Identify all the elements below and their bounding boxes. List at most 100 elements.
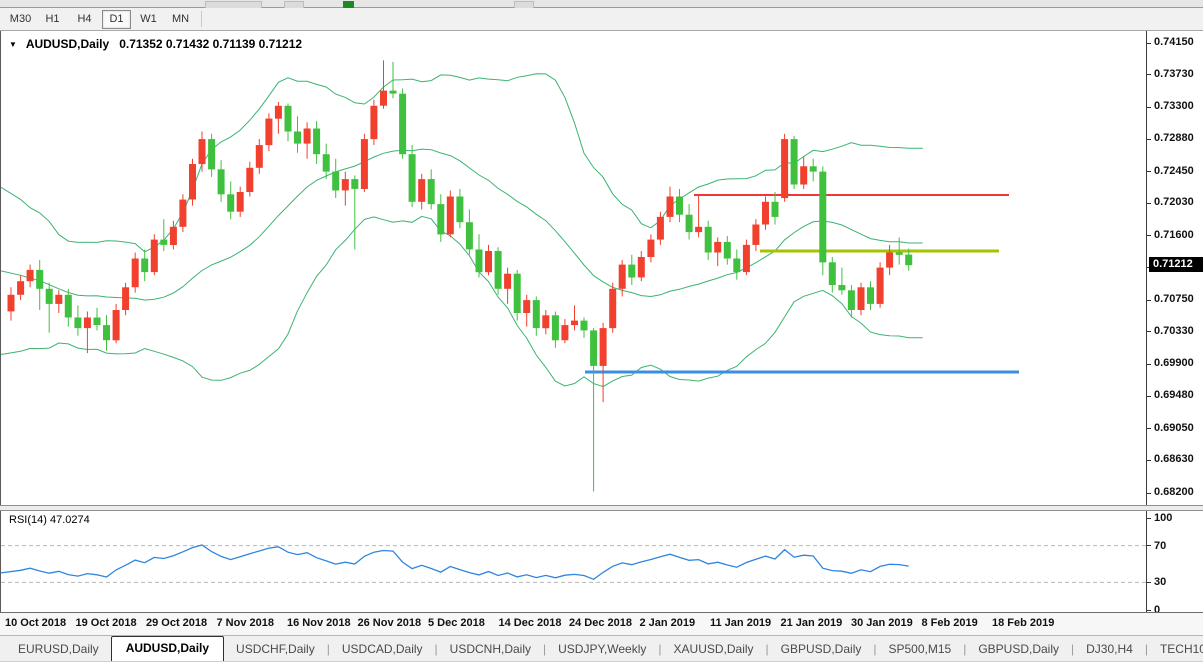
clipped-green-button xyxy=(343,1,354,8)
rsi-indicator-label: RSI(14) 47.0274 xyxy=(9,514,90,526)
date-axis-label: 24 Dec 2018 xyxy=(569,617,632,629)
date-axis[interactable]: 10 Oct 2018 19 Oct 2018 29 Oct 2018 7 Nov 2… xyxy=(0,612,1203,636)
chart-tab-usdchf-daily[interactable]: USDCHF,Daily xyxy=(236,642,315,656)
clipped-button xyxy=(284,1,304,8)
candle-body xyxy=(179,199,187,227)
candle-body xyxy=(905,254,913,266)
candle-body xyxy=(714,241,722,253)
candle-body xyxy=(93,317,101,326)
price-axis-tick xyxy=(1147,299,1151,301)
candle-body xyxy=(236,192,244,212)
timeframe-button-m30[interactable]: M30 xyxy=(9,12,32,25)
chart-tab-usdcnh-daily[interactable]: USDCNH,Daily xyxy=(449,642,532,656)
candlestick-chart[interactable] xyxy=(1,31,1147,505)
chart-dropdown-icon[interactable]: ▼ xyxy=(9,40,17,49)
candle-body xyxy=(762,201,769,225)
panel-splitter[interactable] xyxy=(0,505,1203,511)
candle-body xyxy=(427,179,435,205)
price-axis-label: 0.70330 xyxy=(1154,324,1194,337)
price-axis-label: 0.68200 xyxy=(1154,486,1194,498)
rsi-chart[interactable] xyxy=(0,511,1147,612)
candle-body xyxy=(446,196,454,235)
toolbar-separator xyxy=(201,11,202,27)
candle-body xyxy=(36,269,44,289)
candle-body xyxy=(561,325,569,341)
candle-body xyxy=(485,251,492,273)
candle-body xyxy=(341,179,349,191)
rsi-axis-tick xyxy=(1147,545,1151,547)
candle-body xyxy=(122,287,130,310)
price-axis-tick xyxy=(1147,331,1151,333)
rsi-plot[interactable]: RSI(14) 47.0274 xyxy=(0,511,1147,612)
timeframe-button-d1[interactable]: D1 xyxy=(102,9,131,29)
candle-body xyxy=(103,325,110,341)
candle-body xyxy=(83,317,91,329)
price-axis-tick xyxy=(1147,428,1151,430)
tab-separator: | xyxy=(658,642,662,656)
price-axis-label: 0.69050 xyxy=(1154,421,1194,434)
candle-body xyxy=(418,179,426,202)
chart-tab-usdcad-daily[interactable]: USDCAD,Daily xyxy=(341,642,423,656)
candle-body xyxy=(752,224,760,245)
candle-body xyxy=(876,267,884,304)
rsi-indicator-region: RSI(14) 47.0274 100 70 30 0 xyxy=(0,511,1203,616)
price-axis-label: 0.71600 xyxy=(1154,228,1194,241)
price-axis-label: 0.69480 xyxy=(1154,389,1194,402)
price-axis-label: 0.73300 xyxy=(1154,100,1194,113)
candle-body xyxy=(704,226,712,253)
chart-tab-xauusd-daily[interactable]: XAUUSD,Daily xyxy=(673,642,754,656)
date-axis-label: 2 Jan 2019 xyxy=(639,617,696,629)
candle-body xyxy=(847,290,855,310)
date-axis-label: 7 Nov 2018 xyxy=(216,617,274,629)
timeframe-button-mn[interactable]: MN xyxy=(171,12,190,25)
tab-separator: | xyxy=(326,642,330,656)
candle-body xyxy=(790,139,798,185)
timeframe-button-w1[interactable]: W1 xyxy=(140,12,157,25)
tab-separator: | xyxy=(434,642,438,656)
chart-title: ▼ AUDUSD,Daily 0.71352 0.71432 0.71139 0… xyxy=(9,37,302,51)
tab-separator: | xyxy=(873,642,877,656)
chart-tab-gbpusd-daily[interactable]: GBPUSD,Daily xyxy=(978,642,1060,656)
price-axis-label: 0.72030 xyxy=(1154,196,1194,209)
candle-body xyxy=(370,105,378,140)
date-axis-label: 26 Nov 2018 xyxy=(357,617,422,629)
tab-separator: | xyxy=(1071,642,1075,656)
candle-body xyxy=(274,105,282,119)
chart-tab-audusd-daily[interactable]: AUDUSD,Daily xyxy=(110,636,225,661)
chart-tab-usdjpy-weekly[interactable]: USDJPY,Weekly xyxy=(558,642,647,656)
timeframe-button-h1[interactable]: H1 xyxy=(45,12,60,25)
chart-tab-eurusd-daily[interactable]: EURUSD,Daily xyxy=(18,642,99,656)
candle-body xyxy=(733,258,741,273)
candle-body xyxy=(131,258,139,288)
candle-body xyxy=(169,226,177,245)
chart-tab-sp500-m15[interactable]: SP500,M15 xyxy=(888,642,952,656)
date-axis-label: 10 Oct 2018 xyxy=(5,617,67,629)
candle-body xyxy=(313,128,321,155)
price-axis-tick xyxy=(1147,202,1151,204)
price-axis-tick xyxy=(1147,74,1151,76)
chart-tab-gbpusd-daily[interactable]: GBPUSD,Daily xyxy=(780,642,862,656)
candle-body xyxy=(781,139,789,199)
candle-body xyxy=(399,93,407,155)
price-axis-label: 0.72450 xyxy=(1154,164,1194,177)
candle-body xyxy=(685,214,693,233)
chart-tab-dj30-h4[interactable]: DJ30,H4 xyxy=(1086,642,1133,656)
candle-body xyxy=(227,194,235,212)
price-axis[interactable]: 0.74150 0.73730 0.73300 0.72880 0.72450 0.720… xyxy=(1146,31,1203,505)
clipped-button xyxy=(514,1,534,8)
chart-tab-tech100-[interactable]: TECH100, xyxy=(1159,642,1203,656)
price-axis-tick xyxy=(1147,42,1151,44)
rsi-axis-tick xyxy=(1147,609,1151,611)
rsi-axis-tick xyxy=(1147,581,1151,583)
tab-separator: | xyxy=(765,642,769,656)
chart-tab-bar: EURUSD,Daily AUDUSD,Daily USDCHF,Daily | USD… xyxy=(0,636,1203,662)
price-axis-tick xyxy=(1147,171,1151,173)
candle-body xyxy=(322,154,330,172)
date-axis-label: 30 Jan 2019 xyxy=(851,617,913,629)
candle-body xyxy=(26,269,34,282)
price-axis-tick xyxy=(1147,459,1151,461)
timeframe-button-h4[interactable]: H4 xyxy=(77,12,92,25)
candle-body xyxy=(628,264,636,278)
price-chart-plot[interactable]: ▼ AUDUSD,Daily 0.71352 0.71432 0.71139 0… xyxy=(0,31,1146,505)
